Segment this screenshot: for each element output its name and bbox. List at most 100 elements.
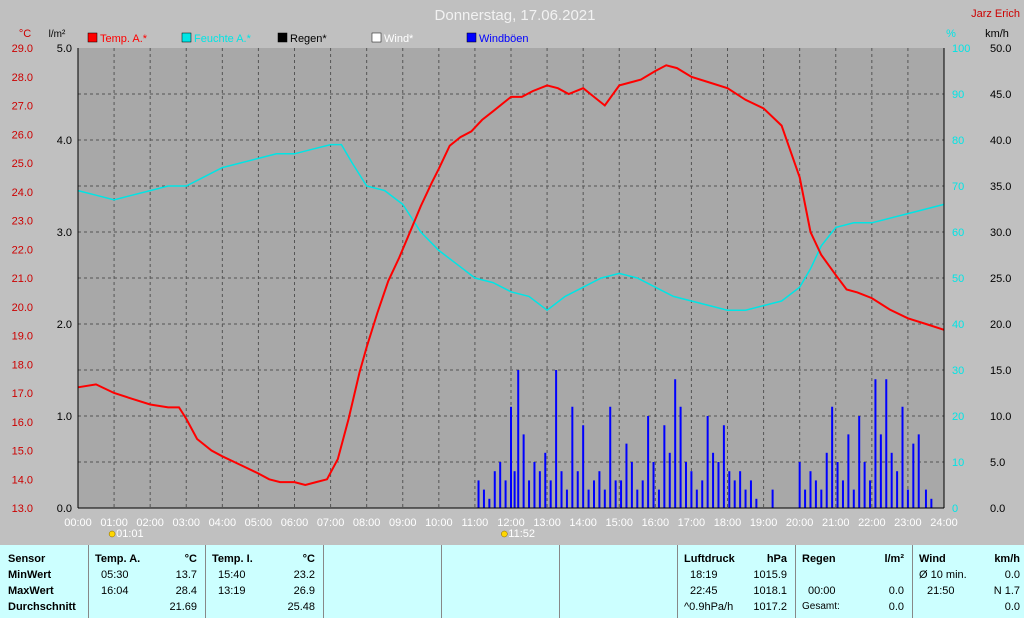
temp-tick-label: 20.0 (12, 302, 33, 314)
legend-label: Windböen (479, 33, 529, 45)
wind-tick-label: 0.0 (990, 503, 1005, 515)
stats-header: Regen (802, 553, 836, 565)
humidity-tick-label: 80 (952, 135, 964, 147)
stats-value: 23.2 (293, 569, 315, 581)
humidity-tick-label: 50 (952, 273, 964, 285)
humidity-tick-label: 40 (952, 319, 964, 331)
stats-value: 21.69 (169, 601, 197, 613)
sunrise-time-label: 01:01 (116, 528, 144, 540)
wind-tick-label: 40.0 (990, 135, 1011, 147)
temp-tick-label: 24.0 (12, 187, 33, 199)
rain-tick-label: 1.0 (57, 411, 72, 423)
stats-pressure-column: Luftdruck hPa 18:19 22:45 ^0.9hPa/h 1015… (678, 545, 796, 618)
stats-time: 13:19 (218, 585, 246, 597)
wind-tick-label: 15.0 (990, 365, 1011, 377)
stats-time: Ø 10 min. (919, 569, 967, 581)
stats-time: 21:50 (927, 585, 955, 597)
chart-title: Donnerstag, 17.06.2021 (435, 7, 596, 24)
stats-header: Temp. A. (95, 553, 141, 565)
x-tick-label: 14:00 (569, 517, 597, 529)
legend-swatch (181, 32, 192, 43)
stats-header: Luftdruck (684, 553, 735, 565)
stats-empty-column (560, 545, 678, 618)
stats-temp-i-column: Temp. I. °C 15:40 13:19 23.2 26.9 25.48 (206, 545, 324, 618)
temperature-line (77, 64, 945, 487)
legend-label: Feuchte A.* (194, 33, 252, 45)
stats-empty-column (324, 545, 442, 618)
stats-unit: °C (302, 553, 315, 565)
gust-bars (477, 370, 933, 508)
humidity-tick-label: 100 (952, 43, 970, 55)
temp-tick-label: 21.0 (12, 273, 33, 285)
x-tick-label: 04:00 (209, 517, 237, 529)
stats-value: 0.0 (888, 585, 904, 597)
temp-tick-label: 22.0 (12, 244, 33, 256)
humidity-tick-label: 30 (952, 365, 964, 377)
x-tick-label: 05:00 (245, 517, 273, 529)
legend-swatch (371, 32, 382, 43)
stats-unit: l/m² (884, 553, 904, 565)
stats-value: 25.48 (287, 601, 315, 613)
stats-value: 28.4 (175, 585, 197, 597)
x-tick-label: 18:00 (714, 517, 742, 529)
temp-tick-label: 23.0 (12, 216, 33, 228)
wind-tick-label: 20.0 (990, 319, 1011, 331)
sun-icon (108, 530, 116, 538)
x-tick-label: 15:00 (605, 517, 633, 529)
temp-tick-label: 18.0 (12, 359, 33, 371)
humidity-tick-label: 0 (952, 503, 958, 515)
legend-label: Wind* (384, 33, 414, 45)
author-label: Jarz Erich (971, 8, 1020, 20)
stats-unit: hPa (766, 553, 787, 565)
x-tick-label: 20:00 (786, 517, 814, 529)
stats-time: 18:19 (690, 569, 718, 581)
stats-header: Wind (919, 553, 946, 565)
temp-tick-label: 13.0 (12, 503, 33, 515)
rain-tick-label: 2.0 (57, 319, 72, 331)
sunset-time-label: 11:52 (508, 528, 535, 540)
stats-time: 15:40 (218, 569, 246, 581)
stats-row-label: MaxWert (8, 585, 54, 597)
legend-swatch (466, 32, 477, 43)
stats-time: 22:45 (690, 585, 718, 597)
stats-rain-column: Regen l/m² 00:00 Gesamt: 0.0 0.0 (796, 545, 913, 618)
temp-tick-label: 25.0 (12, 158, 33, 170)
x-tick-label: 21:00 (822, 517, 850, 529)
legend-label: Regen* (290, 33, 327, 45)
temp-tick-label: 15.0 (12, 446, 33, 458)
wind-tick-label: 5.0 (990, 457, 1005, 469)
stats-value: 1015.9 (753, 569, 787, 581)
x-tick-label: 03:00 (172, 517, 200, 529)
stats-value: 0.0 (888, 601, 904, 613)
stats-time: 16:04 (101, 585, 129, 597)
x-tick-label: 01:00 (100, 517, 128, 529)
stats-time: 05:30 (101, 569, 129, 581)
stats-unit: °C (184, 553, 197, 565)
humidity-tick-label: 20 (952, 411, 964, 423)
wind-tick-label: 35.0 (990, 181, 1011, 193)
humidity-tick-label: 60 (952, 227, 964, 239)
x-tick-label: 23:00 (894, 517, 922, 529)
stats-row-label: MinWert (8, 569, 52, 581)
temp-tick-label: 29.0 (12, 43, 33, 55)
stats-sensor-header: Sensor (8, 553, 46, 565)
stats-empty-column (442, 545, 560, 618)
rain-unit-label: l/m² (49, 29, 66, 40)
x-tick-label: 06:00 (281, 517, 309, 529)
humidity-tick-label: 10 (952, 457, 964, 469)
stats-trend: ^0.9hPa/h (684, 601, 734, 613)
x-tick-label: 09:00 (389, 517, 417, 529)
x-tick-label: 07:00 (317, 517, 345, 529)
x-tick-label: 08:00 (353, 517, 381, 529)
temp-tick-label: 16.0 (12, 417, 33, 429)
stats-value: 0.0 (1004, 601, 1020, 613)
x-tick-label: 12:00 (497, 517, 525, 529)
x-tick-label: 10:00 (425, 517, 453, 529)
sun-icon (501, 530, 508, 538)
x-tick-label: 11:00 (462, 517, 489, 529)
temp-tick-label: 27.0 (12, 101, 33, 113)
sun-markers: 01:01 11:52 (108, 528, 535, 540)
stats-value: 13.7 (175, 569, 197, 581)
wind-tick-label: 10.0 (990, 411, 1011, 423)
stats-value: 1018.1 (753, 585, 787, 597)
